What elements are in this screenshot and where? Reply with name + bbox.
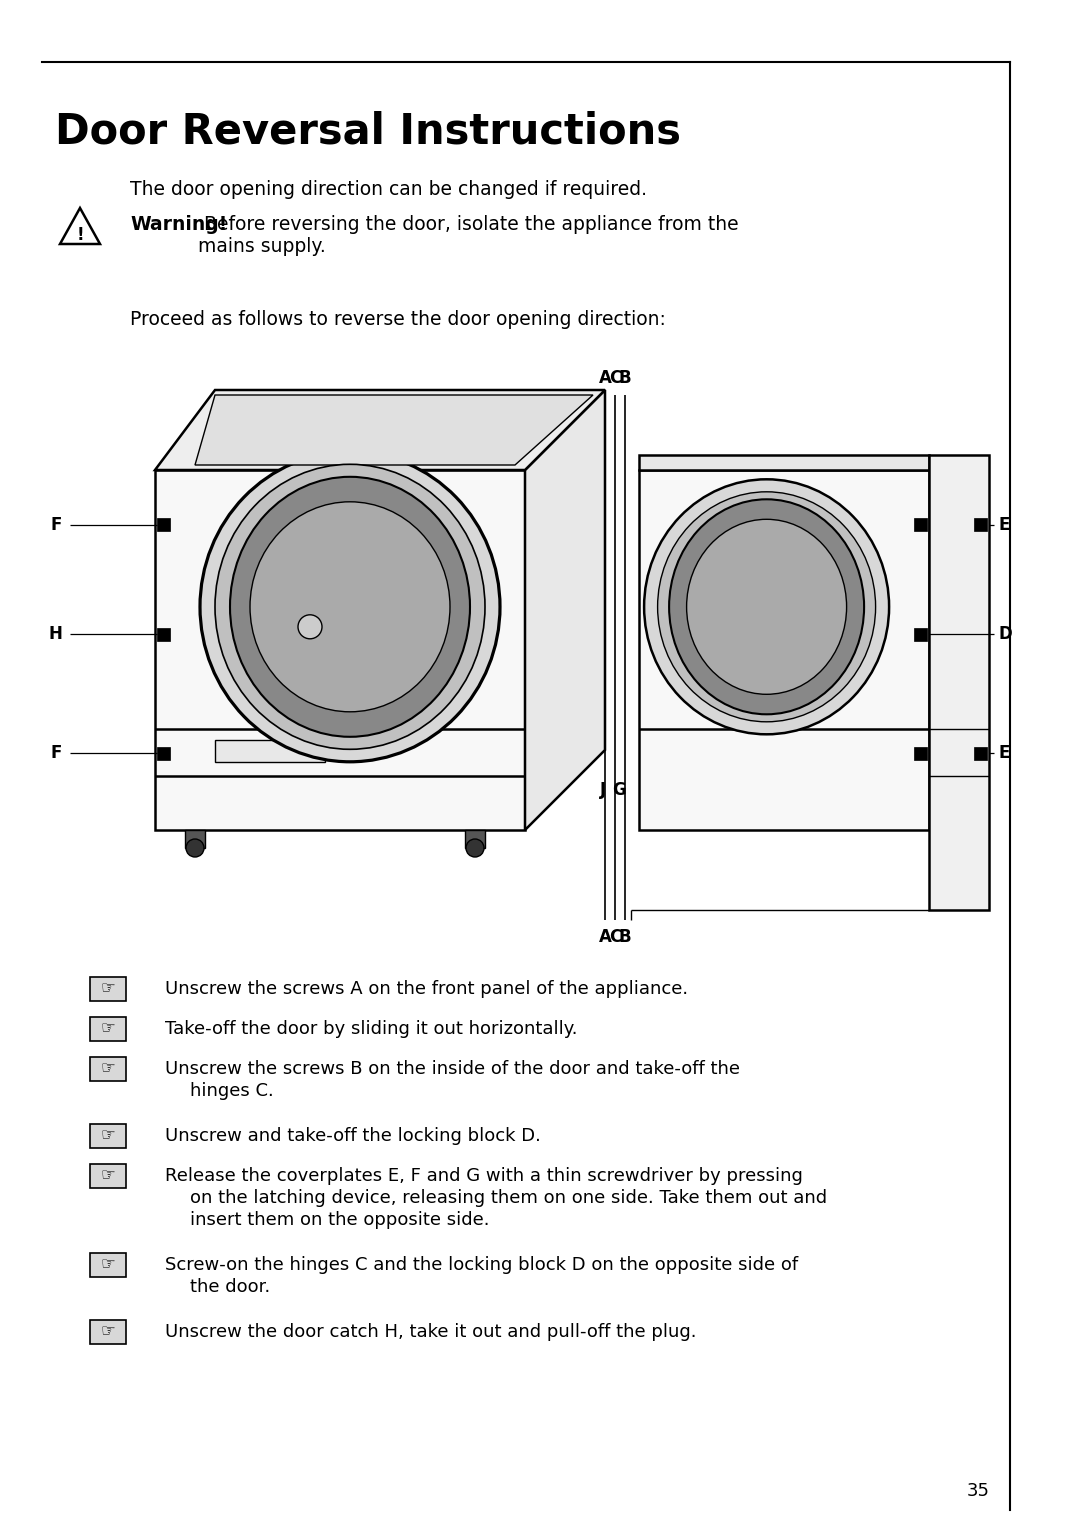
Text: ☞: ☞ bbox=[100, 980, 116, 997]
Bar bbox=[465, 830, 485, 849]
Ellipse shape bbox=[230, 477, 470, 737]
Text: J: J bbox=[599, 781, 606, 800]
Text: E: E bbox=[999, 515, 1011, 534]
Bar bbox=[914, 748, 927, 760]
Text: F: F bbox=[51, 515, 62, 534]
Ellipse shape bbox=[687, 520, 847, 694]
Circle shape bbox=[186, 839, 204, 856]
Ellipse shape bbox=[670, 500, 864, 714]
Bar bbox=[914, 518, 927, 531]
Text: !: ! bbox=[77, 226, 84, 245]
Ellipse shape bbox=[215, 465, 485, 749]
Bar bbox=[157, 748, 170, 760]
Polygon shape bbox=[195, 394, 593, 465]
Bar bbox=[157, 628, 170, 641]
Text: The door opening direction can be changed if required.: The door opening direction can be change… bbox=[130, 180, 647, 199]
Text: Warning!: Warning! bbox=[130, 216, 227, 234]
Bar bbox=[185, 830, 205, 849]
Text: G: G bbox=[612, 781, 626, 800]
Polygon shape bbox=[156, 390, 605, 469]
Bar bbox=[974, 518, 987, 531]
Bar bbox=[90, 1017, 126, 1041]
Text: Door Reversal Instructions: Door Reversal Instructions bbox=[55, 110, 681, 151]
Text: E: E bbox=[999, 745, 1011, 761]
Ellipse shape bbox=[644, 479, 889, 734]
Text: D: D bbox=[999, 625, 1013, 644]
Bar bbox=[639, 456, 929, 469]
Text: A: A bbox=[598, 928, 611, 946]
Bar bbox=[215, 740, 325, 761]
Bar bbox=[156, 469, 525, 830]
Text: H: H bbox=[49, 625, 62, 644]
Bar bbox=[90, 1164, 126, 1188]
Bar bbox=[157, 518, 170, 531]
Text: Unscrew the door catch H, take it out and pull-off the plug.: Unscrew the door catch H, take it out an… bbox=[165, 1323, 697, 1341]
Text: the door.: the door. bbox=[190, 1278, 270, 1297]
Text: A: A bbox=[598, 368, 611, 387]
Polygon shape bbox=[525, 390, 605, 830]
Text: Release the coverplates E, F and G with a thin screwdriver by pressing: Release the coverplates E, F and G with … bbox=[165, 1167, 802, 1185]
Bar bbox=[90, 1057, 126, 1081]
Text: ☞: ☞ bbox=[100, 1127, 116, 1145]
Ellipse shape bbox=[200, 451, 500, 761]
Circle shape bbox=[298, 615, 322, 639]
Text: Take-off the door by sliding it out horizontally.: Take-off the door by sliding it out hori… bbox=[165, 1020, 578, 1038]
Text: F: F bbox=[51, 745, 62, 761]
Text: 35: 35 bbox=[967, 1482, 990, 1500]
Bar bbox=[90, 977, 126, 1000]
Text: Unscrew the screws A on the front panel of the appliance.: Unscrew the screws A on the front panel … bbox=[165, 980, 688, 998]
Text: hinges C.: hinges C. bbox=[190, 1083, 273, 1099]
Circle shape bbox=[465, 839, 484, 856]
Text: Before reversing the door, isolate the appliance from the
mains supply.: Before reversing the door, isolate the a… bbox=[198, 216, 739, 255]
Bar bbox=[90, 1252, 126, 1277]
Text: Unscrew the screws B on the inside of the door and take-off the: Unscrew the screws B on the inside of th… bbox=[165, 1060, 740, 1078]
Bar bbox=[90, 1320, 126, 1344]
Text: ☞: ☞ bbox=[100, 1323, 116, 1341]
Text: ☞: ☞ bbox=[100, 1167, 116, 1185]
Text: B: B bbox=[619, 368, 632, 387]
Text: ☞: ☞ bbox=[100, 1060, 116, 1078]
Text: on the latching device, releasing them on one side. Take them out and: on the latching device, releasing them o… bbox=[190, 1190, 827, 1206]
Text: C: C bbox=[609, 928, 621, 946]
Text: Screw-on the hinges C and the locking block D on the opposite side of: Screw-on the hinges C and the locking bl… bbox=[165, 1255, 798, 1274]
Ellipse shape bbox=[658, 492, 876, 722]
Text: ☞: ☞ bbox=[100, 1255, 116, 1274]
Bar bbox=[914, 628, 927, 641]
Text: C: C bbox=[609, 368, 621, 387]
Ellipse shape bbox=[249, 502, 450, 713]
Bar bbox=[974, 748, 987, 760]
Text: ☞: ☞ bbox=[100, 1020, 116, 1038]
Text: insert them on the opposite side.: insert them on the opposite side. bbox=[190, 1211, 489, 1229]
Text: B: B bbox=[619, 928, 632, 946]
Text: Proceed as follows to reverse the door opening direction:: Proceed as follows to reverse the door o… bbox=[130, 310, 666, 329]
Text: Unscrew and take-off the locking block D.: Unscrew and take-off the locking block D… bbox=[165, 1127, 541, 1145]
Bar bbox=[929, 456, 989, 910]
Bar bbox=[90, 1124, 126, 1148]
Bar bbox=[639, 469, 929, 830]
